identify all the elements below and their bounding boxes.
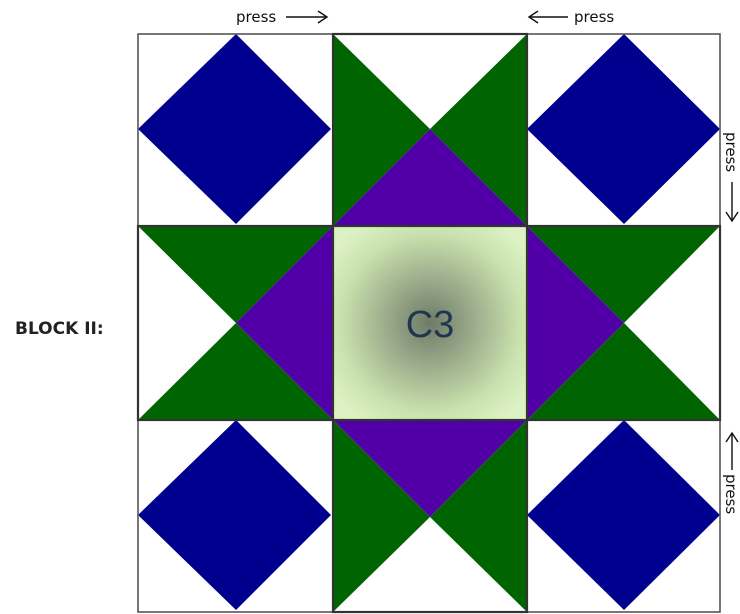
press-text-top-left: press [236, 8, 276, 26]
green-triangle [527, 226, 720, 323]
green-triangle [138, 226, 333, 323]
corner-diamond-top-left [138, 34, 331, 224]
press-text-right-bottom: press [722, 474, 740, 514]
arrowhead-left-icon [527, 10, 539, 24]
star-point-bottom [333, 420, 527, 612]
purple-triangle [333, 420, 527, 517]
corner-diamond-bottom-right [527, 420, 720, 610]
purple-triangle [527, 226, 624, 420]
green-triangle [430, 34, 527, 226]
center-row-outline [136, 224, 722, 422]
star-point-left [138, 226, 333, 420]
star-point-top [333, 34, 527, 226]
arrowhead-down-icon [725, 211, 739, 223]
pressed-row-outline [136, 32, 722, 614]
green-triangle [138, 323, 333, 420]
purple-triangle [236, 226, 333, 420]
center-square [333, 226, 527, 420]
quilt-block: C3 [136, 32, 722, 614]
press-label-top-right: press [527, 8, 614, 26]
corner-diamond-top-right [527, 34, 720, 224]
center-square-label: C3 [406, 304, 455, 346]
star-point-right [527, 226, 720, 420]
arrowhead-up-icon [725, 431, 739, 443]
corner-diamond-bottom-left [138, 420, 331, 610]
green-triangle [333, 420, 430, 612]
press-text-right-top: press [722, 132, 740, 172]
press-label-right-top: press [722, 132, 740, 223]
press-label-right-bottom: press [722, 431, 740, 514]
block-label: BLOCK II: [15, 319, 104, 339]
center-column-outline [331, 32, 529, 614]
green-triangle [527, 323, 720, 420]
arrowhead-right-icon [317, 10, 329, 24]
green-triangle [333, 34, 430, 226]
press-label-top-left: press [236, 8, 329, 26]
press-text-top-right: press [574, 8, 614, 26]
green-triangle [430, 420, 527, 612]
purple-triangle [333, 129, 527, 226]
